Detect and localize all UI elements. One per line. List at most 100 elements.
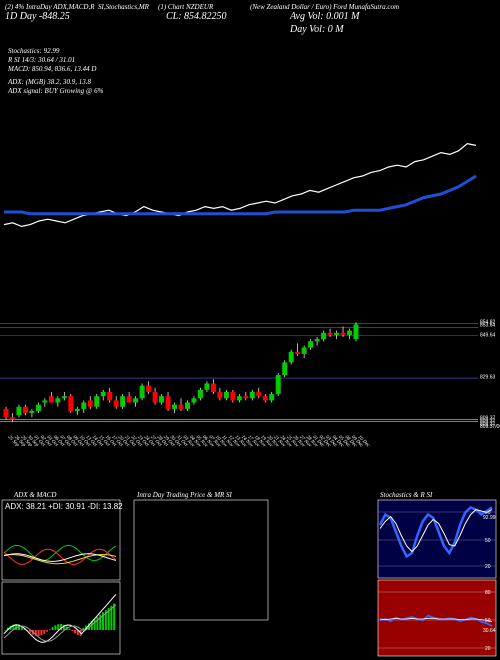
candle <box>204 381 210 392</box>
macd-bar <box>104 610 107 630</box>
candle-body <box>308 341 314 348</box>
candle <box>223 389 229 401</box>
candle-body <box>236 396 242 401</box>
candle <box>353 322 359 342</box>
macd-bar <box>40 630 43 636</box>
macd-bar <box>34 630 37 636</box>
candle <box>347 328 353 340</box>
macd-bar <box>88 623 90 630</box>
candle <box>35 402 41 414</box>
candle <box>55 396 61 407</box>
price-label: 809.37/00 <box>480 424 500 430</box>
candle <box>48 391 54 403</box>
candle-body <box>16 406 22 416</box>
candle <box>230 389 236 403</box>
macd-bar <box>102 612 104 630</box>
candle <box>340 326 346 338</box>
macd-bar <box>43 630 46 634</box>
candle-body <box>275 375 281 395</box>
macd-line <box>3 594 117 643</box>
adx-panel-title: ADX & MACD <box>14 491 57 499</box>
candle <box>295 343 301 357</box>
candle <box>113 396 119 409</box>
price-label: 849.64 <box>480 333 496 339</box>
candle-body <box>172 404 178 409</box>
candle-body <box>223 391 229 399</box>
macd-bar <box>46 630 48 632</box>
candle <box>321 330 327 342</box>
macd-bar <box>37 630 40 636</box>
candle-body <box>9 417 15 420</box>
main-chart: 854.82853.64849.64829.63809.37809.37809.… <box>0 142 500 449</box>
header-tagline: (2) 4% IntraDay ADX,MACD,R <box>5 3 95 11</box>
macd-bar <box>93 619 96 630</box>
candle-body <box>87 400 93 407</box>
macd-bar <box>51 627 54 630</box>
adx-signal-readout: ADX signal: BUY Growing @ 6% <box>8 87 104 95</box>
candle <box>269 391 275 403</box>
stochastics-grid: 80 50 20 <box>378 510 496 570</box>
moving-average-line <box>4 174 477 216</box>
macd-bar <box>48 629 51 630</box>
candle-body <box>353 324 359 340</box>
candle-body <box>347 330 353 335</box>
rsi-lines: 30.64 <box>379 614 496 634</box>
macd-bar <box>26 630 29 631</box>
stoch-value-label: 92.99 <box>483 515 496 521</box>
candle-body <box>204 383 210 390</box>
candle <box>172 402 178 414</box>
candle <box>334 330 340 340</box>
moving-average-lines <box>3 142 477 228</box>
candle-body <box>340 332 346 335</box>
candle <box>152 387 158 405</box>
price-level-lines <box>0 322 478 422</box>
candle-body <box>35 404 41 411</box>
rsi-value-label: 30.64 <box>483 628 496 634</box>
candle-body <box>159 396 165 403</box>
candle <box>29 408 35 418</box>
candle <box>100 389 106 401</box>
macd-bar <box>76 630 79 635</box>
candle <box>9 413 15 422</box>
candle <box>288 349 294 365</box>
candle-body <box>81 402 87 409</box>
candle <box>197 387 203 401</box>
adx-panel <box>1 499 121 581</box>
candle-body <box>210 383 216 392</box>
candle-body <box>191 398 197 403</box>
rsi-ma-line <box>379 617 493 623</box>
candle <box>107 387 113 403</box>
candle-body <box>133 398 139 403</box>
candlestick-series <box>3 322 359 422</box>
macd-bar <box>62 624 65 630</box>
candle-body <box>29 410 35 414</box>
candle-body <box>197 389 203 399</box>
candle <box>133 396 139 407</box>
candle <box>256 387 262 399</box>
candle <box>68 394 74 414</box>
candle <box>42 398 48 407</box>
candle <box>94 394 100 409</box>
stoch-d-line <box>379 509 493 553</box>
macd-bar <box>6 627 9 630</box>
candle-body <box>327 332 333 335</box>
candle-body <box>295 351 301 354</box>
candle-body <box>178 404 184 409</box>
candle <box>165 391 171 411</box>
candle <box>236 394 242 403</box>
candle <box>327 328 333 338</box>
candle <box>139 383 145 401</box>
macd-bar <box>99 614 102 630</box>
macd-bar <box>113 603 116 630</box>
candle-body <box>321 332 327 340</box>
candle <box>308 339 314 350</box>
intraday-panel <box>133 499 269 621</box>
candle <box>126 391 132 403</box>
candle-body <box>74 408 80 411</box>
candle <box>178 398 184 411</box>
candle-body <box>55 398 61 403</box>
stoch-level-label: 50 <box>485 538 491 544</box>
macd-bar <box>20 625 23 630</box>
